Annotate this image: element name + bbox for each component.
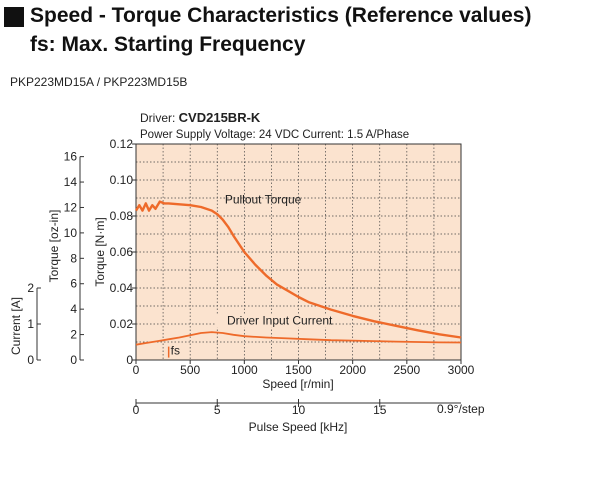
page-title: Speed - Torque Characteristics (Referenc…	[30, 4, 532, 27]
y-axis-label-current: Current [A]	[9, 297, 23, 355]
driver-prefix: Driver:	[140, 111, 179, 125]
annotation-label: fs	[171, 344, 180, 358]
y-tick-label: 0.04	[110, 281, 134, 295]
y-axis-label-torque-nm: Torque [N·m]	[93, 217, 107, 286]
x2-tick-label: 15	[373, 403, 387, 417]
driver-name: CVD215BR-K	[179, 110, 261, 125]
pullout-torque-line	[134, 200, 462, 339]
driver-label: Driver: CVD215BR-K	[140, 110, 261, 125]
y-tick-label: 0.06	[110, 245, 134, 259]
driver-input-current-line	[135, 331, 462, 346]
conditions-label: Power Supply Voltage: 24 VDC Current: 1.…	[140, 129, 409, 141]
oz-tick-label: 2	[70, 328, 77, 342]
model-label: PKP223MD15A / PKP223MD15B	[10, 75, 188, 89]
oz-tick-label: 8	[70, 251, 77, 265]
current-tick-label: 2	[27, 281, 34, 295]
x-tick-label: 1500	[285, 363, 312, 377]
y-tick-label: 0	[126, 353, 133, 367]
header-square-bullet	[4, 7, 24, 27]
x2-tick-label: 10	[292, 403, 306, 417]
oz-tick-label: 10	[64, 226, 78, 240]
oz-tick-label: 12	[64, 200, 78, 214]
x-tick-label: 2500	[393, 363, 420, 377]
oz-tick-label: 6	[70, 277, 77, 291]
x-tick-label: 1000	[231, 363, 258, 377]
tick-labels: 0 500 1000 1500 2000 2500 300000.020.040.060.0…	[27, 137, 474, 417]
x2-axis-label: Pulse Speed [kHz]	[249, 420, 348, 434]
page-subtitle: fs: Max. Starting Frequency	[30, 33, 306, 56]
annotation-label: Driver Input Current	[227, 313, 333, 327]
x-tick-label: 3000	[448, 363, 475, 377]
oz-tick-label: 14	[64, 175, 78, 189]
current-tick-label: 0	[27, 353, 34, 367]
x-axis-label: Speed [r/min]	[262, 377, 333, 391]
x-tick-label: 2000	[339, 363, 366, 377]
oz-tick-label: 16	[64, 150, 78, 164]
x2-tick-label: 0	[133, 403, 140, 417]
oz-tick-label: 0	[70, 353, 77, 367]
x2-tick-label: 5	[214, 403, 221, 417]
x2-unit-note: 0.9°/step	[437, 402, 485, 416]
annotation-bg	[215, 314, 329, 328]
x-tick-label: 500	[180, 363, 200, 377]
y-tick-label: 0.12	[110, 137, 134, 151]
y-tick-label: 0.02	[110, 317, 134, 331]
oz-tick-label: 4	[70, 302, 77, 316]
annotations: Pullout Torque Driver Input Current fs	[167, 192, 333, 358]
x-tick-label: 0	[133, 363, 140, 377]
y-tick-label: 0.08	[110, 209, 134, 223]
annotation-label: Pullout Torque	[225, 192, 302, 206]
series-lines	[134, 200, 462, 346]
y-axis-label-torque-ozin: Torque [oz-in]	[47, 210, 61, 283]
current-tick-label: 1	[27, 317, 34, 331]
y-tick-label: 0.10	[110, 173, 134, 187]
